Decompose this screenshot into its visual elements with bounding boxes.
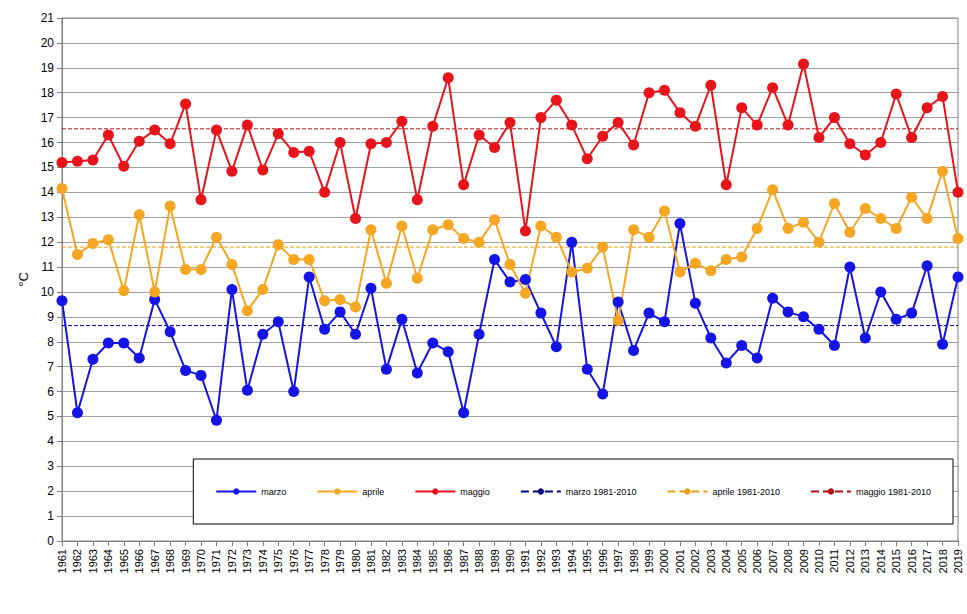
- svg-text:2012: 2012: [844, 549, 856, 573]
- svg-text:maggio: maggio: [460, 487, 490, 497]
- svg-text:1981: 1981: [365, 549, 377, 573]
- svg-text:1990: 1990: [504, 549, 516, 573]
- svg-text:aprile 1981-2010: aprile 1981-2010: [712, 487, 780, 497]
- svg-text:1974: 1974: [257, 549, 269, 573]
- svg-text:1999: 1999: [643, 549, 655, 573]
- svg-text:1965: 1965: [118, 549, 130, 573]
- svg-text:1975: 1975: [272, 549, 284, 573]
- svg-text:13: 13: [41, 210, 55, 224]
- svg-text:11: 11: [42, 260, 55, 274]
- svg-text:5: 5: [47, 409, 54, 423]
- svg-text:2015: 2015: [890, 549, 902, 573]
- svg-text:20: 20: [41, 36, 55, 50]
- svg-text:2: 2: [47, 484, 54, 498]
- svg-text:1964: 1964: [102, 549, 114, 573]
- svg-text:2002: 2002: [689, 549, 701, 573]
- svg-text:1973: 1973: [241, 549, 253, 573]
- svg-text:0: 0: [47, 534, 54, 548]
- svg-text:1982: 1982: [380, 549, 392, 573]
- svg-text:1986: 1986: [442, 549, 454, 573]
- svg-text:1993: 1993: [550, 549, 562, 573]
- svg-text:1978: 1978: [319, 549, 331, 573]
- svg-text:1983: 1983: [396, 549, 408, 573]
- svg-text:aprile: aprile: [362, 487, 384, 497]
- svg-text:1963: 1963: [87, 549, 99, 573]
- svg-text:2011: 2011: [828, 549, 840, 573]
- svg-text:1992: 1992: [535, 549, 547, 573]
- svg-text:12: 12: [41, 235, 55, 249]
- svg-text:2001: 2001: [674, 549, 686, 573]
- svg-text:1971: 1971: [210, 549, 222, 573]
- svg-text:marzo: marzo: [261, 487, 286, 497]
- svg-text:14: 14: [41, 185, 55, 199]
- svg-text:1996: 1996: [597, 549, 609, 573]
- svg-text:1979: 1979: [334, 549, 346, 573]
- svg-text:2005: 2005: [736, 549, 748, 573]
- svg-text:10: 10: [41, 285, 55, 299]
- svg-text:2016: 2016: [906, 549, 918, 573]
- svg-text:1: 1: [47, 509, 54, 523]
- svg-text:7: 7: [47, 360, 54, 374]
- svg-text:maggio 1981-2010: maggio 1981-2010: [856, 487, 931, 497]
- svg-text:2008: 2008: [782, 549, 794, 573]
- svg-text:1984: 1984: [411, 549, 423, 573]
- svg-text:2014: 2014: [875, 549, 887, 573]
- svg-text:2013: 2013: [859, 549, 871, 573]
- svg-text:15: 15: [41, 160, 55, 174]
- svg-text:1985: 1985: [427, 549, 439, 573]
- svg-text:1994: 1994: [566, 549, 578, 573]
- svg-text:1995: 1995: [581, 549, 593, 573]
- svg-text:1989: 1989: [489, 549, 501, 573]
- svg-text:2018: 2018: [937, 549, 949, 573]
- svg-text:1972: 1972: [226, 549, 238, 573]
- svg-text:17: 17: [41, 111, 55, 125]
- svg-text:3: 3: [47, 459, 54, 473]
- svg-text:1976: 1976: [288, 549, 300, 573]
- svg-text:marzo 1981-2010: marzo 1981-2010: [566, 487, 637, 497]
- svg-text:1997: 1997: [612, 549, 624, 573]
- svg-text:2017: 2017: [921, 549, 933, 573]
- svg-text:18: 18: [41, 86, 55, 100]
- svg-text:6: 6: [47, 385, 54, 399]
- svg-text:4: 4: [47, 434, 54, 448]
- svg-text:1998: 1998: [628, 549, 640, 573]
- svg-text:1962: 1962: [71, 549, 83, 573]
- svg-text:1961: 1961: [56, 549, 68, 573]
- svg-text:16: 16: [41, 136, 55, 150]
- svg-text:21: 21: [41, 11, 55, 25]
- svg-text:9: 9: [47, 310, 54, 324]
- svg-text:°C: °C: [16, 272, 31, 287]
- svg-text:1969: 1969: [180, 549, 192, 573]
- svg-text:1968: 1968: [164, 549, 176, 573]
- svg-text:2000: 2000: [658, 549, 670, 573]
- svg-text:2006: 2006: [751, 549, 763, 573]
- svg-text:2004: 2004: [720, 549, 732, 573]
- svg-text:1991: 1991: [519, 549, 531, 573]
- svg-text:1987: 1987: [458, 549, 470, 573]
- svg-text:19: 19: [41, 61, 55, 75]
- svg-text:1970: 1970: [195, 549, 207, 573]
- svg-text:2010: 2010: [813, 549, 825, 573]
- svg-text:2019: 2019: [952, 549, 964, 573]
- svg-text:8: 8: [47, 335, 54, 349]
- svg-text:1966: 1966: [133, 549, 145, 573]
- svg-text:2003: 2003: [705, 549, 717, 573]
- svg-text:1967: 1967: [149, 549, 161, 573]
- svg-text:1988: 1988: [473, 549, 485, 573]
- svg-text:2007: 2007: [767, 549, 779, 573]
- svg-text:1980: 1980: [350, 549, 362, 573]
- svg-text:2009: 2009: [798, 549, 810, 573]
- svg-text:1977: 1977: [303, 549, 315, 573]
